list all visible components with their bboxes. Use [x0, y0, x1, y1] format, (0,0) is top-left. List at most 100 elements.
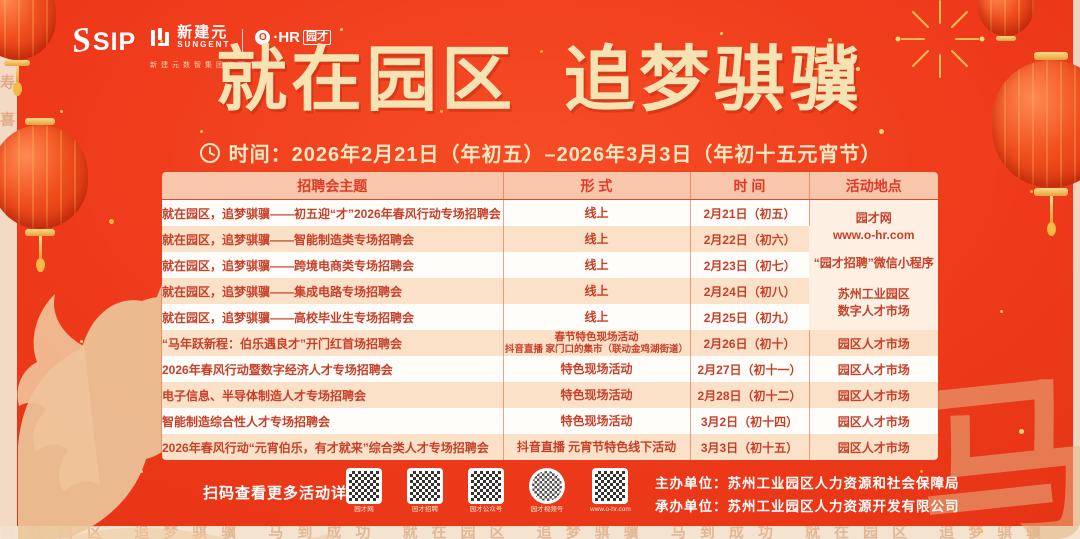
ohr-logo-badge: 园才 — [303, 30, 332, 45]
qr-pattern — [349, 471, 379, 501]
qr-code-icon — [407, 468, 443, 504]
form-line: 抖音直播 元宵节特色线下活动 — [516, 439, 677, 454]
form-line: 线上 — [584, 205, 609, 220]
cell-form: 特色现场活动 — [503, 356, 691, 382]
host-line: 主办单位：苏州工业园区人力资源和社会保障局 — [655, 476, 960, 491]
form-line: 线上 — [584, 309, 609, 324]
cell-theme: 电子信息、半导体制造人才专场招聘会 — [162, 382, 504, 408]
brand-tagline: 新建元数智集团旗下企业 — [150, 62, 271, 69]
cell-date: 2月28日（初十二） — [690, 382, 810, 408]
table-row: 2026年春风行动“元宵伯乐，有才就来”综合类人才专场招聘会 抖音直播 元宵节特色… — [162, 434, 938, 460]
ohr-logo: O ·HR 园才 — [255, 29, 332, 46]
lantern-top-left — [0, 0, 56, 96]
table-row: 就在园区，追梦骐骥——跨境电商类专场招聘会 线上 2月23日（初七） — [162, 252, 938, 278]
table-row: 智能制造综合性人才专场招聘会 特色现场活动 3月2日（初十四） 园区人才市场 — [162, 408, 938, 434]
table-row: 就在园区，追梦骐骥——智能制造类专场招聘会 线上 2月22日（初六） — [162, 226, 938, 252]
cell-theme: 就在园区，追梦骐骥——高校毕业生专场招聘会 — [162, 304, 504, 330]
table-header-row: 招聘会主题 形 式 时 间 活动地点 — [162, 172, 938, 200]
fireworks-art — [805, 0, 985, 94]
form-line: 特色现场活动 — [560, 387, 633, 402]
cell-location: 园区人才市场 — [837, 336, 910, 351]
event-time-text: 时间：2026年2月21日（年初五）–2026年3月3日（年初十五元宵节） — [228, 144, 882, 166]
scan-qr-label: 扫码查看更多活动详情： — [203, 485, 380, 502]
sungent-logo-en: SUNGENT — [177, 40, 231, 49]
cell-theme: 就在园区，追梦骐骥——跨境电商类专场招聘会 — [162, 252, 504, 278]
column-header-time: 时 间 — [690, 172, 810, 200]
table-row: 2026年春风行动暨数字经济人才专场招聘会 特色现场活动 2月27日（初十一） 园区人… — [162, 356, 938, 382]
cell-date: 2月24日（初八） — [703, 284, 796, 299]
footer: 扫码查看更多活动详情： 园才网 园才招聘 园才公众号 园才视频号 www.o-hr.co… — [0, 462, 1080, 528]
bottom-decor-strip: 就在园区 追梦骐骥 马到成功 就在园区 追梦骐骥 马到成功 就在园区 追梦骐骥 — [0, 526, 1080, 539]
cell-theme: 就在园区，追梦骐骥——智能制造类专场招聘会 — [162, 226, 504, 252]
form-line: 春节特色现场活动 — [554, 331, 639, 343]
qr-code-icon — [529, 468, 565, 504]
merged-location-line: 园才网 — [855, 211, 892, 225]
qr-pattern — [532, 471, 562, 501]
cell-date: 2月22日（初六） — [703, 232, 796, 247]
form-line: 特色现场活动 — [560, 413, 633, 428]
qr-caption: 园才招聘 — [412, 506, 438, 513]
cell-form: 春节特色现场活动 抖音直播 家门口的集市（联动金鸡湖街道） — [503, 330, 691, 356]
cell-date: 3月3日（初十五） — [690, 434, 810, 460]
cell-theme: 就在园区，追梦骐骥——初五迎“才”2026年春风行动专场招聘会 — [162, 199, 504, 226]
merged-location-line: www.o-hr.com — [832, 228, 915, 242]
organizer-line: 承办单位：苏州工业园区人力资源开发有限公司 — [655, 499, 960, 514]
form-line: 线上 — [584, 257, 609, 272]
cell-location: 园区人才市场 — [837, 362, 910, 377]
qr-code-icon — [592, 468, 629, 504]
form-line: 线上 — [584, 231, 609, 246]
cell-form: 线上 — [503, 304, 691, 330]
form-line: 抖音直播 家门口的集市（联动金鸡湖街道） — [504, 344, 689, 355]
cell-location: 园区人才市场 — [837, 440, 910, 455]
table-row: 电子信息、半导体制造人才专场招聘会 特色现场活动 2月28日（初十二） 园区人才市场 — [162, 382, 938, 408]
brand-bar: S SIP 新建元 SUNGENT O ·HR 园才 — [69, 21, 332, 60]
cell-theme: 就在园区，追梦骐骥——集成电路专场招聘会 — [162, 278, 504, 304]
qr-item: 园才招聘 — [407, 468, 443, 513]
lantern-left — [0, 118, 88, 272]
qr-pattern — [595, 471, 626, 501]
right-decor-strip — [1073, 0, 1080, 539]
qr-code-icon — [346, 468, 382, 504]
cell-form: 特色现场活动 — [503, 408, 691, 434]
sungent-logo-cn: 新建元 — [177, 24, 229, 41]
cell-theme: “马年跃新程：伯乐遇良才”开门红首场招聘会 — [162, 330, 504, 356]
cell-theme: 2026年春风行动“元宵伯乐，有才就来”综合类人才专场招聘会 — [162, 434, 504, 460]
cell-form: 抖音直播 元宵节特色线下活动 — [503, 434, 691, 460]
form-line: 线上 — [584, 283, 609, 298]
ohr-logo-text: ·HR — [273, 29, 301, 46]
cell-theme: 2026年春风行动暨数字经济人才专场招聘会 — [162, 356, 504, 382]
cell-location: 园区人才市场 — [837, 388, 910, 403]
table-row: 就在园区，追梦骐骥——集成电路专场招聘会 线上 2月24日（初八） — [162, 278, 938, 304]
sungent-logo-icon — [151, 27, 170, 46]
qr-pattern — [471, 471, 501, 501]
event-time-row: 时间：2026年2月21日（年初五）–2026年3月3日（年初十五元宵节） — [0, 138, 1080, 167]
lantern-top-right — [992, 52, 1080, 236]
ohr-logo-icon: O — [255, 30, 271, 45]
clock-icon — [199, 142, 220, 163]
qr-item: www.o-hr.com — [590, 468, 631, 513]
column-header-location: 活动地点 — [809, 172, 938, 200]
cell-date: 2月26日（初十） — [690, 330, 810, 356]
cell-form: 线上 — [503, 226, 691, 252]
column-header-form: 形 式 — [503, 172, 691, 200]
cell-date: 2月27日（初十一） — [690, 356, 810, 382]
qr-item: 园才视频号 — [529, 468, 565, 513]
cell-theme: 智能制造综合性人才专场招聘会 — [162, 408, 504, 434]
lantern-top-right-small — [978, 0, 1034, 41]
cell-location: 园区人才市场 — [837, 414, 910, 429]
merged-location-line: “园才招聘”微信小程序 — [813, 256, 934, 270]
qr-caption: 园才视频号 — [530, 506, 564, 513]
brand-divider — [242, 29, 244, 55]
cell-date: 3月2日（初十四） — [690, 408, 810, 434]
table-row: “马年跃新程：伯乐遇良才”开门红首场招聘会 春节特色现场活动 抖音直播 家门口的集市… — [162, 330, 938, 356]
cell-date: 2月25日（初九） — [703, 310, 796, 325]
organizer-block: 主办单位：苏州工业园区人力资源和社会保障局 承办单位：苏州工业园区人力资源开发有… — [655, 472, 960, 518]
column-header-theme: 招聘会主题 — [162, 172, 504, 200]
qr-pattern — [410, 471, 440, 501]
qr-code-row: 园才网 园才招聘 园才公众号 园才视频号 www.o-hr.com — [346, 468, 631, 513]
cell-form: 线上 — [503, 252, 691, 278]
cell-date: 2月21日（初五） — [690, 199, 810, 226]
qr-caption: 园才网 — [354, 506, 374, 513]
qr-item: 园才公众号 — [468, 468, 504, 513]
